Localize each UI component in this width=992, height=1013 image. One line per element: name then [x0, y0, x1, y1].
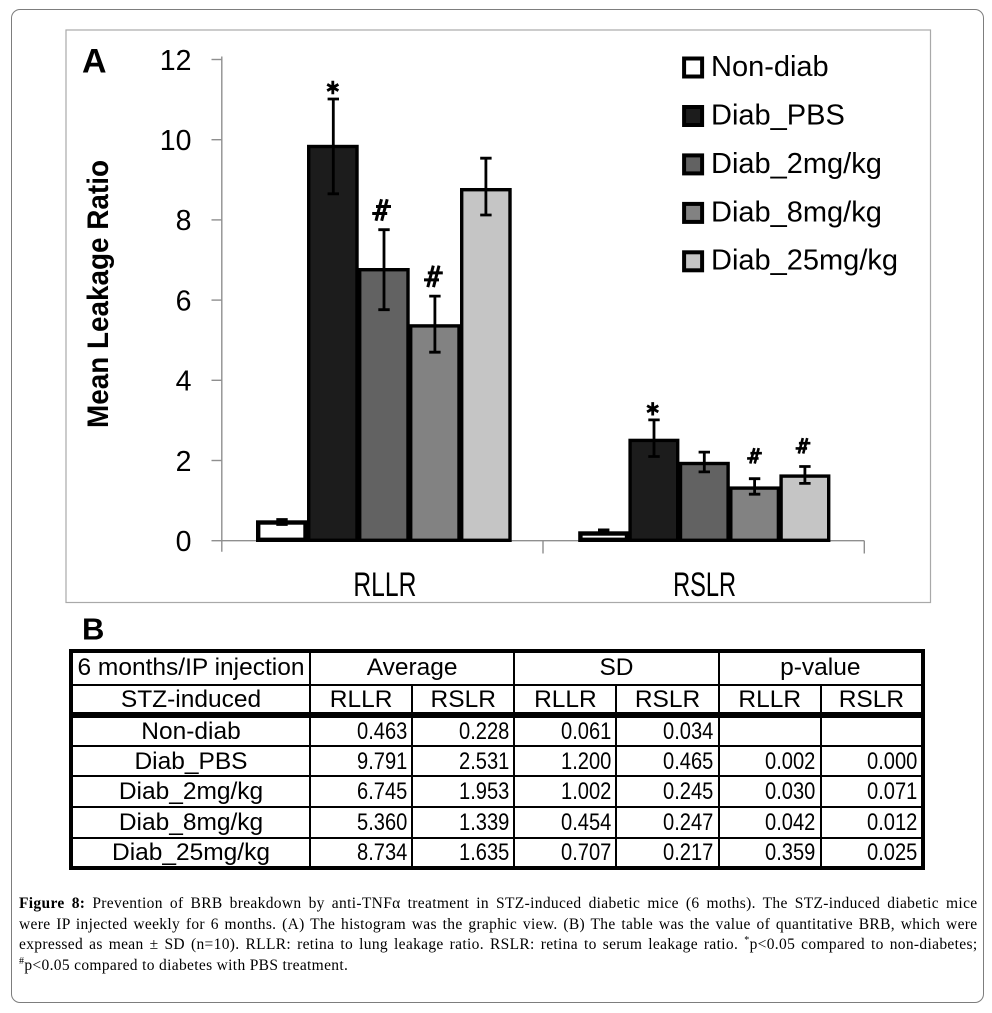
- svg-text:A: A: [82, 43, 107, 81]
- svg-text:10: 10: [160, 125, 192, 157]
- svg-text:4: 4: [176, 366, 192, 398]
- svg-text:6: 6: [176, 285, 192, 317]
- svg-text:Diab_2mg/kg: Diab_2mg/kg: [711, 148, 882, 180]
- svg-text:2: 2: [176, 446, 192, 478]
- svg-text:Diab_8mg/kg: Diab_8mg/kg: [711, 196, 882, 228]
- svg-text:Diab_25mg/kg: Diab_25mg/kg: [711, 245, 898, 277]
- svg-text:12: 12: [160, 45, 192, 77]
- svg-text:B: B: [82, 611, 104, 646]
- svg-text:RSLR: RSLR: [673, 566, 736, 604]
- svg-text:Diab_PBS: Diab_PBS: [711, 99, 845, 131]
- svg-text:Non-diab: Non-diab: [711, 51, 829, 83]
- svg-text:0: 0: [176, 526, 192, 558]
- svg-text:8: 8: [176, 205, 192, 237]
- svg-text:RLLR: RLLR: [353, 566, 416, 604]
- svg-text:Mean Leakage Ratio: Mean Leakage Ratio: [82, 160, 115, 428]
